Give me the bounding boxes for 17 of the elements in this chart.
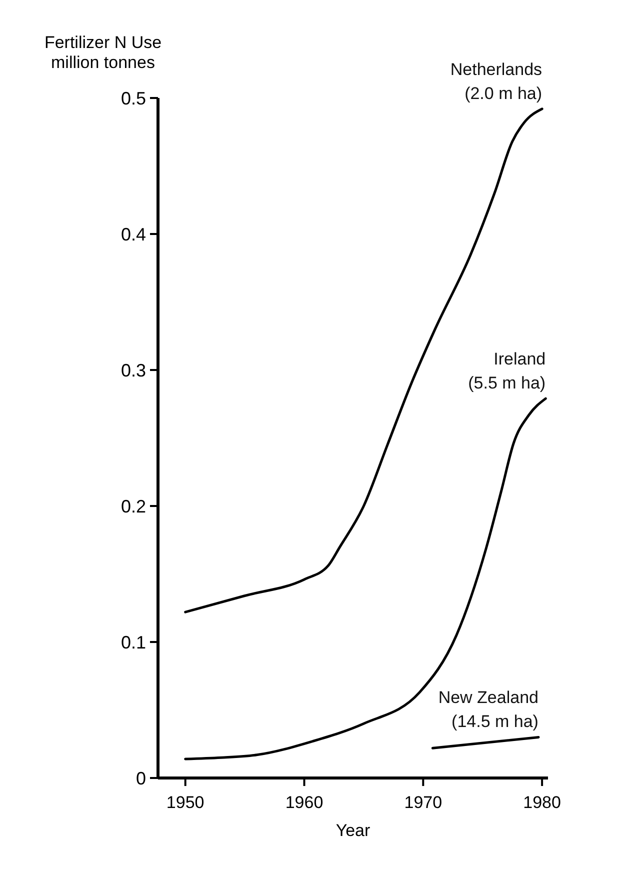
line-series [184,397,547,760]
y-tick-label: 0.1 [120,632,146,652]
x-tick-label: 1970 [404,793,442,812]
y-tick-label: 0.2 [120,496,146,516]
series-label: Ireland (5.5 m ha) [468,350,546,393]
line-series [184,108,544,614]
x-axis-title: Year [336,821,371,840]
y-axis-title: Fertilizer N Use million tonnes [44,33,162,72]
y-tick-label: 0.4 [120,224,146,244]
x-tick-label: 1960 [285,793,324,812]
series-label: Netherlands (2.0 m ha) [450,60,542,103]
y-tick-label: 0 [136,768,146,788]
x-tick-label: 1950 [166,793,204,812]
series-label: New Zealand (14.5 m ha) [438,688,538,732]
x-tick-label: 1980 [523,793,561,812]
y-tick-label: 0.5 [120,88,146,108]
y-tick-label: 0.3 [120,360,146,380]
